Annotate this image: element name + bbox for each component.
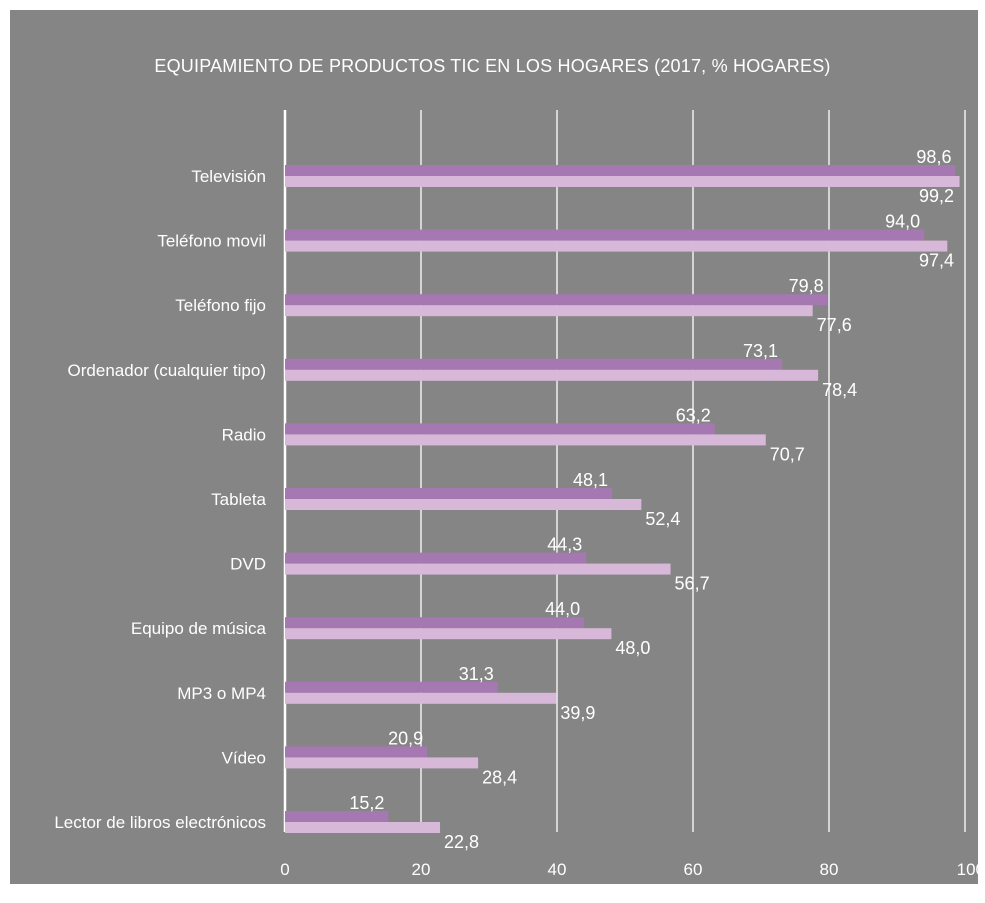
bar-series-2: [285, 757, 479, 769]
chart-panel: [10, 10, 978, 884]
category-label: DVD: [230, 555, 266, 574]
data-label-series-2: 28,4: [482, 767, 517, 787]
data-label-series-1: 44,3: [547, 535, 582, 555]
bar-series-1: [285, 552, 587, 564]
x-tick-label: 60: [684, 860, 703, 879]
bar-series-1: [285, 423, 715, 435]
category-label: Teléfono fijo: [175, 296, 266, 315]
data-label-series-2: 22,8: [444, 832, 479, 852]
category-label: MP3 o MP4: [177, 684, 266, 703]
data-label-series-1: 73,1: [743, 341, 778, 361]
data-label-series-1: 44,0: [545, 599, 580, 619]
data-label-series-2: 52,4: [645, 509, 680, 529]
category-label: Tableta: [211, 490, 266, 509]
category-label: Equipo de música: [131, 619, 267, 638]
data-label-series-2: 56,7: [675, 574, 710, 594]
bar-series-2: [285, 822, 441, 833]
bar-series-1: [285, 165, 956, 176]
data-label-series-1: 48,1: [573, 470, 608, 490]
data-label-series-1: 94,0: [885, 212, 920, 232]
category-label: Lector de libros electrónicos: [54, 813, 266, 832]
data-label-series-1: 15,2: [349, 793, 384, 813]
category-label: Ordenador (cualquier tipo): [68, 361, 266, 380]
bar-series-2: [285, 628, 612, 640]
data-label-series-1: 79,8: [789, 276, 824, 296]
bar-series-1: [285, 746, 428, 758]
category-label: Radio: [222, 425, 266, 444]
bar-series-1: [285, 358, 783, 370]
bar-series-2: [285, 563, 671, 575]
x-tick-label: 100: [957, 860, 985, 879]
bar-series-1: [285, 617, 585, 629]
data-label-series-2: 77,6: [817, 315, 852, 335]
bar-series-1: [285, 229, 925, 241]
x-tick-label: 80: [820, 860, 839, 879]
bar-series-2: [285, 692, 557, 704]
data-label-series-2: 48,0: [615, 638, 650, 658]
category-label: Vídeo: [222, 748, 266, 767]
bar-series-2: [285, 434, 766, 446]
x-tick-label: 40: [548, 860, 567, 879]
data-label-series-1: 63,2: [676, 405, 711, 425]
data-label-series-1: 20,9: [388, 728, 423, 748]
category-label: Televisión: [191, 167, 266, 186]
x-tick-label: 20: [412, 860, 431, 879]
data-label-series-2: 97,4: [919, 251, 954, 271]
data-label-series-2: 99,2: [919, 186, 954, 206]
bar-series-1: [285, 294, 828, 306]
data-label-series-1: 98,6: [916, 147, 951, 167]
bar-series-2: [285, 176, 960, 187]
category-label: Teléfono movil: [157, 232, 266, 251]
x-tick-label: 0: [280, 860, 289, 879]
data-label-series-2: 70,7: [770, 444, 805, 464]
data-label-series-2: 78,4: [822, 380, 857, 400]
bar-series-2: [285, 369, 819, 381]
chart-title: EQUIPAMIENTO DE PRODUCTOS TIC EN LOS HOG…: [154, 56, 831, 76]
data-label-series-1: 31,3: [459, 664, 494, 684]
data-label-series-2: 39,9: [560, 703, 595, 723]
bar-series-1: [285, 488, 613, 499]
bar-series-1: [285, 681, 498, 693]
bar-series-2: [285, 240, 948, 252]
bar-series-2: [285, 305, 813, 317]
bar-series-1: [285, 811, 389, 822]
bar-series-2: [285, 499, 642, 510]
